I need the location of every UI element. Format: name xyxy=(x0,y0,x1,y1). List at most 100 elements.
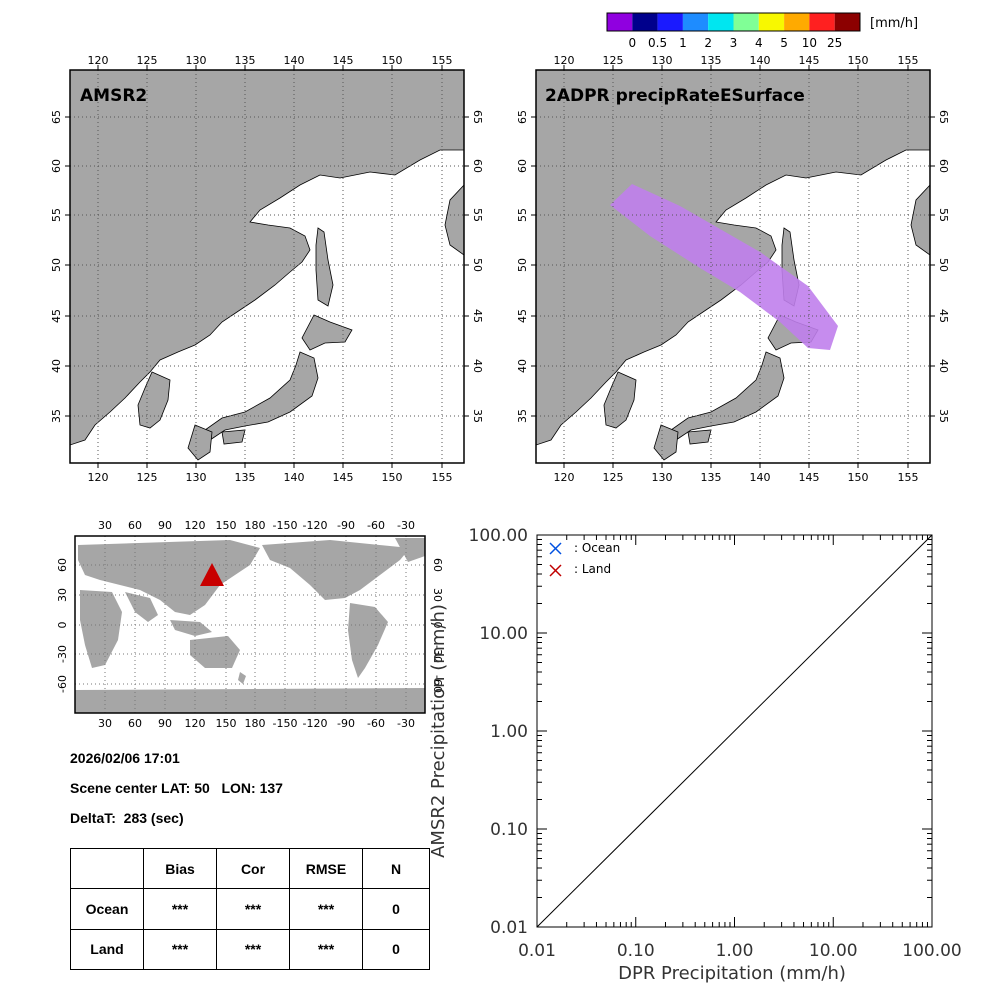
dpr-swath xyxy=(610,184,838,350)
lon-tick-label: 125 xyxy=(137,471,158,484)
globe-lon-label: 180 xyxy=(245,519,266,532)
scene-datetime: 2026/02/06 17:01 xyxy=(70,750,180,766)
lon-tick-label: 130 xyxy=(652,471,673,484)
table-header-cell: N xyxy=(362,847,430,890)
globe-lat-label: 30 xyxy=(56,588,69,602)
lon-tick-label: 125 xyxy=(603,54,624,67)
lon-tick-label: 135 xyxy=(701,54,722,67)
world-land xyxy=(75,538,425,713)
colorbar-swatch xyxy=(733,13,759,31)
globe-lon-label: -90 xyxy=(337,519,355,532)
colorbar-swatch xyxy=(657,13,683,31)
table-cell: *** xyxy=(143,888,217,930)
colorbar-label: 4 xyxy=(755,36,763,50)
lat-tick-label: 35 xyxy=(471,409,484,423)
lat-tick-label: 65 xyxy=(937,110,950,124)
lat-tick-label: 40 xyxy=(471,359,484,373)
globe-lon-label: 60 xyxy=(128,717,142,730)
lon-tick-label: 155 xyxy=(898,54,919,67)
scene-center: Scene center LAT: 50 LON: 137 xyxy=(70,780,283,796)
globe-gridlines xyxy=(75,536,425,713)
globe-lon-label: 90 xyxy=(158,519,172,532)
table-cell: 0 xyxy=(362,888,430,930)
globe-frame xyxy=(74,535,426,714)
lat-tick-label: 60 xyxy=(516,159,529,173)
globe-lon-label: 150 xyxy=(216,519,237,532)
x-tick-label: 0.01 xyxy=(518,941,556,961)
globe-lon-label: 90 xyxy=(158,717,172,730)
colorbar-label: 1 xyxy=(679,36,687,50)
y-tick-label: 10.00 xyxy=(479,624,528,644)
amsr2-map: 120 120 125 125 130 130 135 135 140 140 145 145 150 1… xyxy=(50,54,484,484)
globe-lat-label: -30 xyxy=(56,645,69,663)
lat-tick-label: 55 xyxy=(471,208,484,222)
table-header-cell: Cor xyxy=(216,847,290,890)
land-mass xyxy=(70,70,464,461)
colorbar-swatch xyxy=(632,13,658,31)
map-title-amsr2: AMSR2 xyxy=(80,86,147,106)
lon-tick-label: 155 xyxy=(432,54,453,67)
map-gridlines xyxy=(536,70,930,463)
globe-lat-label: -60 xyxy=(431,675,444,693)
colorbar-swatch xyxy=(834,13,860,31)
lon-tick-label: 145 xyxy=(799,54,820,67)
lon-tick-label: 130 xyxy=(186,54,207,67)
lon-tick-label: 140 xyxy=(750,54,771,67)
globe-lat-label: 30 xyxy=(431,588,444,602)
lon-tick-label: 140 xyxy=(750,471,771,484)
map-frame-ticks: 120 120 125 125 130 130 135 135 140 140 145 145 150 1… xyxy=(516,54,950,484)
lon-tick-label: 140 xyxy=(284,54,305,67)
lon-tick-label: 150 xyxy=(848,54,869,67)
colorbar-label: 3 xyxy=(730,36,738,50)
globe-lon-label: 60 xyxy=(128,519,142,532)
globe-lat-label: 60 xyxy=(431,558,444,572)
colorbar-label: 0.5 xyxy=(648,36,667,50)
lon-tick-label: 120 xyxy=(554,54,575,67)
globe-map: 30 30 60 60 90 90 120 120 150 150 180 180 -150 -150 -1… xyxy=(56,519,444,730)
lon-tick-label: 150 xyxy=(382,471,403,484)
globe-lon-label: -150 xyxy=(273,717,298,730)
colorbar-swatch xyxy=(682,13,709,31)
globe-lon-label: 120 xyxy=(185,519,206,532)
lat-tick-label: 60 xyxy=(50,159,63,173)
table-header-cell: RMSE xyxy=(289,847,363,890)
one-to-one-line xyxy=(536,534,933,928)
table-cell: Ocean xyxy=(70,888,144,930)
table-cell: Land xyxy=(70,928,144,971)
lon-tick-label: 145 xyxy=(333,471,354,484)
lat-tick-label: 65 xyxy=(516,110,529,124)
legend-land-label: : Land xyxy=(574,562,611,576)
legend-ocean-marker xyxy=(549,542,562,555)
lon-tick-label: 140 xyxy=(284,471,305,484)
lat-tick-label: 55 xyxy=(50,208,63,222)
map-gridlines xyxy=(70,70,464,463)
dpr-map: 120 120 125 125 130 130 135 135 140 140 145 145 150 1… xyxy=(516,54,950,484)
lon-tick-label: 135 xyxy=(701,471,722,484)
table-cell: *** xyxy=(216,888,290,930)
lat-tick-label: 40 xyxy=(937,359,950,373)
colorbar-label: 25 xyxy=(827,36,842,50)
globe-lon-label: 30 xyxy=(98,519,112,532)
scatter-plot: 0.01 0.10 1.00 10.00 100.00 100.00 10.00 1.00 0.… xyxy=(428,526,962,984)
globe-lon-label: -60 xyxy=(367,717,385,730)
lon-tick-label: 145 xyxy=(333,54,354,67)
lat-tick-label: 35 xyxy=(516,409,529,423)
lon-tick-label: 145 xyxy=(799,471,820,484)
lat-tick-label: 65 xyxy=(50,110,63,124)
lat-tick-label: 45 xyxy=(516,309,529,323)
table-cell: *** xyxy=(289,888,363,930)
x-tick-label: 0.10 xyxy=(617,941,655,961)
lat-tick-label: 45 xyxy=(937,309,950,323)
colorbar-label: 5 xyxy=(780,36,788,50)
lon-tick-label: 130 xyxy=(186,471,207,484)
globe-lat-label: -30 xyxy=(431,645,444,663)
table-row: Land *** *** *** 0 xyxy=(70,928,430,971)
globe-lon-label: -120 xyxy=(303,519,328,532)
deltat: DeltaT: 283 (sec) xyxy=(70,810,184,826)
lon-tick-label: 150 xyxy=(382,54,403,67)
colorbar-label: 10 xyxy=(802,36,817,50)
lat-tick-label: 35 xyxy=(50,409,63,423)
table-header-cell: Bias xyxy=(143,847,217,890)
y-tick-label: 0.10 xyxy=(490,820,528,840)
map-title-dpr: 2ADPR precipRateESurface xyxy=(545,86,805,106)
